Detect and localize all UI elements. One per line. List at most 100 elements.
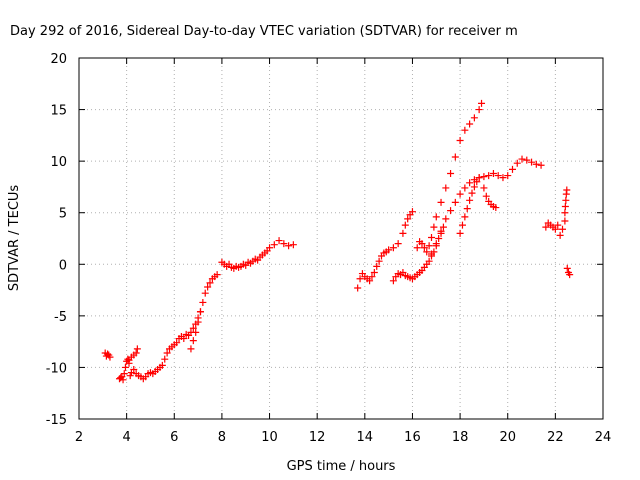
data-point bbox=[196, 308, 204, 316]
data-point bbox=[204, 283, 212, 291]
data-point bbox=[435, 235, 443, 242]
data-point bbox=[566, 271, 574, 279]
data-point bbox=[289, 241, 297, 249]
x-tick-label: 8 bbox=[218, 430, 226, 445]
y-tick-label: 10 bbox=[50, 155, 67, 170]
data-point bbox=[356, 275, 364, 283]
data-point bbox=[461, 184, 469, 192]
data-point bbox=[456, 190, 464, 198]
series-s8 bbox=[218, 237, 297, 272]
data-point bbox=[370, 269, 378, 277]
y-tick-label: 20 bbox=[50, 52, 67, 67]
data-point bbox=[270, 241, 278, 249]
data-point bbox=[556, 231, 564, 239]
data-point bbox=[385, 246, 393, 254]
x-tick-label: 22 bbox=[547, 430, 564, 445]
x-tick-label: 10 bbox=[261, 430, 278, 445]
data-points bbox=[101, 99, 574, 384]
data-point bbox=[389, 277, 397, 285]
data-point bbox=[194, 314, 202, 322]
data-point bbox=[468, 189, 476, 197]
series-s4 bbox=[125, 345, 141, 364]
x-tick-label: 12 bbox=[309, 430, 326, 445]
data-point bbox=[537, 161, 545, 169]
series-s3 bbox=[130, 365, 159, 383]
data-point bbox=[470, 114, 478, 122]
x-tick-label: 2 bbox=[75, 430, 83, 445]
data-point bbox=[428, 233, 436, 241]
data-point bbox=[561, 203, 569, 211]
data-point bbox=[485, 172, 493, 180]
data-point bbox=[456, 229, 464, 237]
data-point bbox=[513, 159, 521, 167]
data-point bbox=[447, 170, 455, 178]
y-tick-label: 5 bbox=[59, 207, 67, 222]
data-point bbox=[461, 213, 469, 221]
x-tick-label: 6 bbox=[170, 430, 178, 445]
series-s6 bbox=[187, 271, 221, 353]
data-point bbox=[442, 215, 450, 223]
y-tick-label: -15 bbox=[46, 413, 67, 428]
data-point bbox=[458, 221, 466, 229]
data-point bbox=[494, 172, 502, 180]
data-point bbox=[120, 370, 128, 378]
x-tick-label: 16 bbox=[404, 430, 421, 445]
data-point bbox=[199, 298, 207, 306]
data-point bbox=[451, 153, 459, 161]
data-point bbox=[408, 208, 416, 216]
data-point bbox=[394, 240, 402, 248]
data-point bbox=[563, 186, 571, 194]
chart-title: Day 292 of 2016, Sidereal Day-to-day VTE… bbox=[10, 24, 518, 39]
data-point bbox=[432, 213, 440, 221]
data-point bbox=[461, 126, 469, 134]
data-point bbox=[425, 257, 433, 265]
data-point bbox=[437, 227, 445, 235]
data-point bbox=[375, 257, 383, 265]
data-point bbox=[158, 361, 166, 369]
y-tick-label: -10 bbox=[46, 361, 67, 376]
y-axis-label: SDTVAR / TECUs bbox=[7, 185, 22, 292]
data-point bbox=[266, 244, 274, 252]
data-point bbox=[389, 244, 397, 252]
data-point bbox=[542, 223, 550, 231]
y-tick-label: 15 bbox=[50, 104, 67, 119]
plot-frame bbox=[78, 57, 604, 420]
data-point bbox=[463, 205, 471, 213]
data-point bbox=[442, 184, 450, 192]
data-point bbox=[404, 215, 412, 223]
data-point bbox=[119, 376, 127, 384]
series-s14 bbox=[480, 184, 500, 212]
series-s13 bbox=[456, 174, 483, 237]
data-point bbox=[180, 335, 188, 343]
data-point bbox=[192, 320, 200, 328]
data-point bbox=[425, 242, 433, 250]
data-point bbox=[401, 221, 409, 229]
data-point bbox=[201, 289, 209, 297]
data-point bbox=[532, 160, 540, 168]
y-tick-label: 0 bbox=[59, 258, 67, 273]
data-point bbox=[413, 244, 421, 252]
series-s10 bbox=[389, 223, 447, 285]
data-point bbox=[126, 372, 134, 380]
data-point bbox=[466, 196, 474, 204]
x-tick-label: 20 bbox=[499, 430, 516, 445]
series-s16 bbox=[542, 217, 569, 239]
data-point bbox=[562, 196, 570, 204]
series-s17 bbox=[561, 186, 571, 217]
data-point bbox=[480, 184, 488, 192]
series-s12 bbox=[428, 173, 488, 258]
data-point bbox=[480, 173, 488, 181]
data-point bbox=[399, 229, 407, 237]
y-tick-label: -5 bbox=[54, 310, 67, 325]
data-point bbox=[561, 209, 569, 217]
data-point bbox=[428, 250, 436, 258]
series-s9 bbox=[354, 208, 416, 292]
x-tick-labels: 2 4 6 8 10 12 14 16 18 20 22 24 bbox=[75, 430, 611, 445]
series-s2 bbox=[115, 355, 135, 384]
data-point bbox=[492, 204, 500, 212]
data-point bbox=[124, 355, 132, 363]
data-point bbox=[478, 99, 486, 107]
data-point bbox=[368, 273, 376, 281]
data-point bbox=[206, 279, 214, 287]
data-point bbox=[420, 244, 428, 252]
